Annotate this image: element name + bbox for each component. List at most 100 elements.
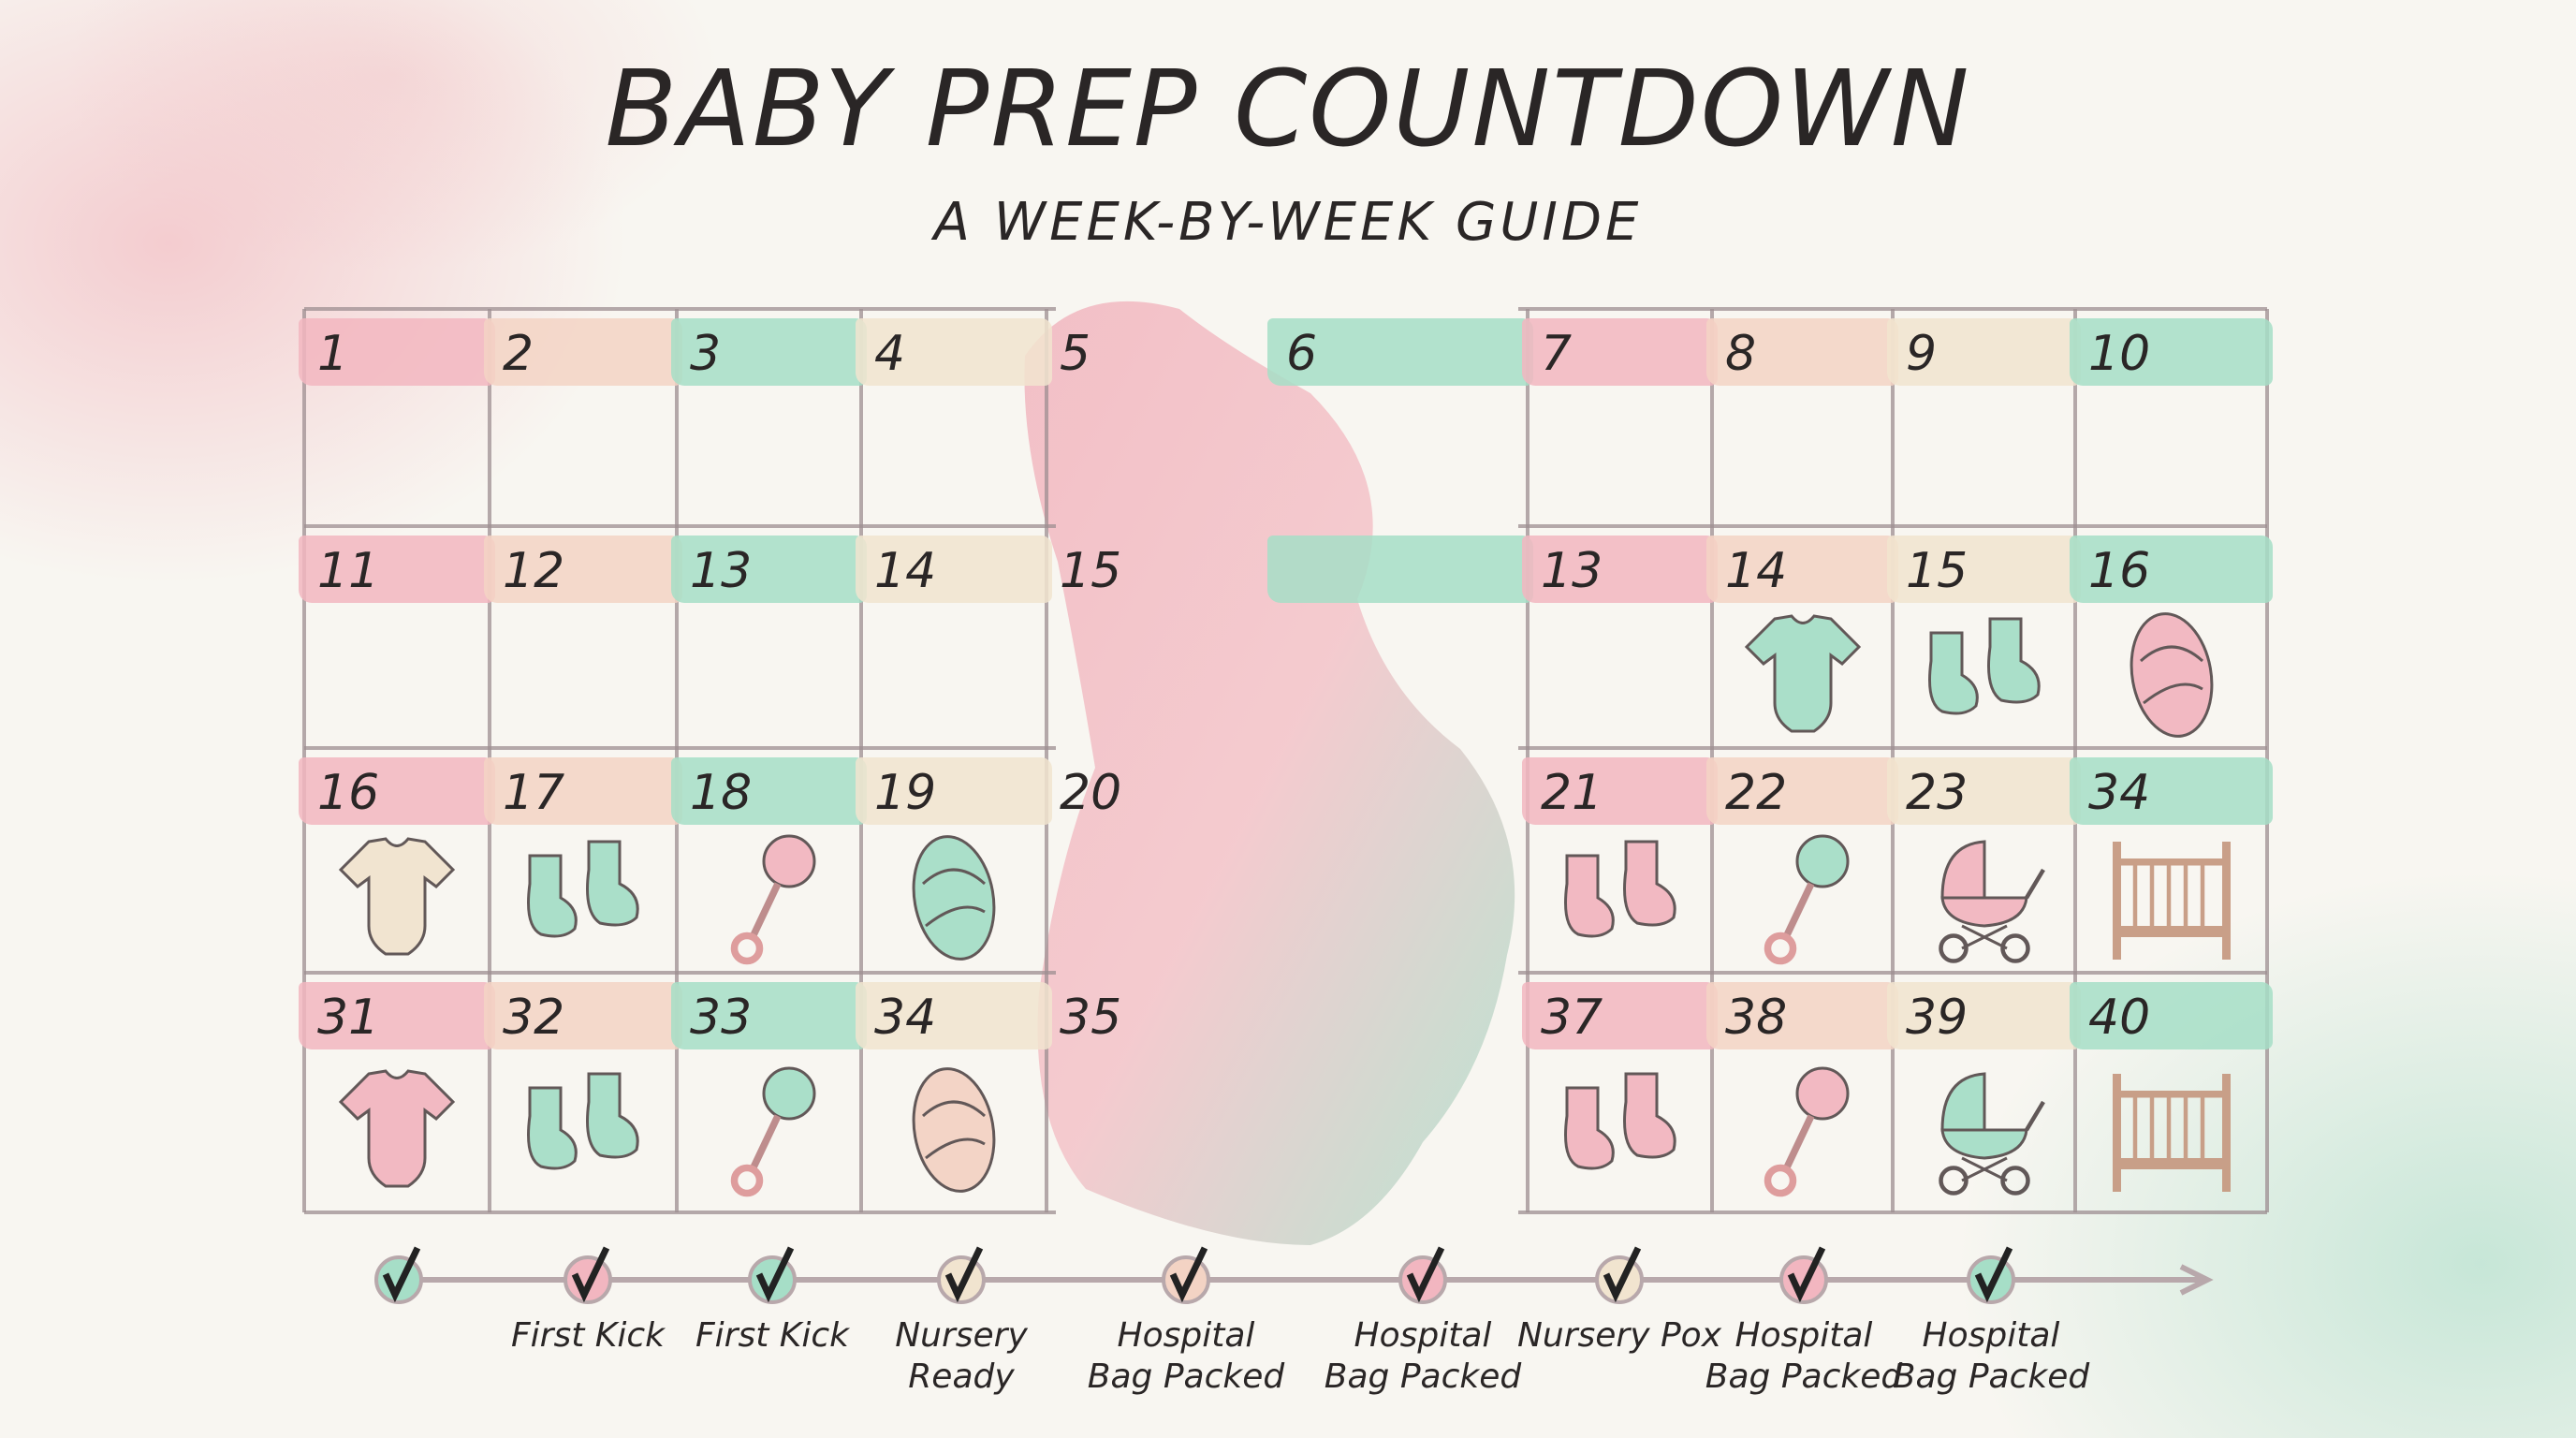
week-number: 33: [690, 990, 753, 1046]
week-cell: 39: [1887, 973, 2081, 1212]
milestone-label: Hospital Bag Packed: [1087, 1316, 1285, 1396]
week-cell: [1267, 526, 1533, 748]
milestone-marker: [374, 1246, 423, 1304]
week-header-band: [1887, 536, 2081, 603]
week-cell: 9: [1887, 309, 2081, 526]
week-header-band: [484, 318, 682, 386]
week-cell: 32: [484, 973, 682, 1212]
week-cell: 8: [1706, 309, 1898, 526]
week-header-band: [299, 982, 495, 1049]
week-cell: 16: [2070, 526, 2273, 748]
week-header-band: [1267, 536, 1533, 603]
week-header-band: [1706, 318, 1898, 386]
week-cell: 11: [299, 526, 495, 748]
week-header-band: [299, 318, 495, 386]
week-number: 34: [2088, 765, 2151, 821]
week-cell: 37: [1522, 973, 1718, 1212]
week-number: 11: [317, 543, 380, 599]
milestone-marker: [1779, 1246, 1828, 1304]
milestone-marker: [564, 1246, 612, 1304]
week-header-band: [2070, 536, 2273, 603]
week-header-band: [1887, 757, 2081, 825]
checkmark-icon: [1974, 1246, 2013, 1303]
week-number: 19: [874, 765, 937, 821]
page-title: BABY PREP COUNTDOWN: [605, 49, 1971, 170]
checkmark-icon: [1603, 1246, 1642, 1303]
week-number: 13: [1541, 543, 1603, 599]
week-cell: 12: [484, 526, 682, 748]
week-header-band: [484, 757, 682, 825]
week-header-band: [671, 982, 867, 1049]
week-cell: 6: [1267, 309, 1533, 526]
milestone-marker: [1967, 1246, 2015, 1304]
checkmark-icon: [755, 1246, 795, 1303]
checkmark-icon: [944, 1246, 984, 1303]
week-number: 3: [690, 326, 722, 382]
week-header-band: [1706, 982, 1898, 1049]
week-cell: 2: [484, 309, 682, 526]
week-cell: 4: [856, 309, 1052, 526]
week-header-band: [856, 318, 1052, 386]
week-number: 32: [503, 990, 565, 1046]
week-cell: 35: [1046, 973, 1273, 1212]
week-header-band: [1706, 536, 1898, 603]
week-header-band: [856, 536, 1052, 603]
week-header-band: [856, 757, 1052, 825]
milestone-label: Hospital Bag Packed: [1324, 1316, 1522, 1396]
timeline-arrow: [378, 1264, 2214, 1296]
week-cell: 14: [856, 526, 1052, 748]
checkmark-icon: [571, 1246, 610, 1303]
week-number: 34: [874, 990, 937, 1046]
milestone-marker: [937, 1246, 986, 1304]
week-cell: 22: [1706, 748, 1898, 973]
week-cell: 23: [1887, 748, 2081, 973]
week-header-band: [2070, 982, 2273, 1049]
week-header-band: [484, 982, 682, 1049]
week-number: 31: [317, 990, 380, 1046]
week-cell: 18: [671, 748, 867, 973]
week-number: 5: [1060, 326, 1091, 382]
week-header-band: [671, 536, 867, 603]
week-header-band: [484, 536, 682, 603]
week-cell: 40: [2070, 973, 2273, 1212]
milestone-label: Nursery Ready: [895, 1316, 1028, 1396]
week-number: 35: [1060, 990, 1122, 1046]
milestone-marker: [748, 1246, 797, 1304]
week-cell: 31: [299, 973, 495, 1212]
week-number: 18: [690, 765, 753, 821]
week-number: 16: [317, 765, 380, 821]
week-number: 22: [1725, 765, 1788, 821]
week-number: 38: [1725, 990, 1788, 1046]
week-cell: 13: [671, 526, 867, 748]
week-header-band: [1887, 982, 2081, 1049]
week-number: 8: [1725, 326, 1757, 382]
week-cell: 19: [856, 748, 1052, 973]
week-header-band: [299, 536, 495, 603]
milestone-marker: [1398, 1246, 1447, 1304]
week-number: 6: [1286, 326, 1318, 382]
milestone-label: First Kick: [695, 1316, 850, 1355]
week-header-band: [1522, 982, 1718, 1049]
week-header-band: [1522, 536, 1718, 603]
week-number: 40: [2088, 990, 2151, 1046]
week-header-band: [856, 982, 1052, 1049]
week-number: 37: [1541, 990, 1603, 1046]
week-cell: 15: [1887, 526, 2081, 748]
week-header-band: [1887, 318, 2081, 386]
week-number: 14: [1725, 543, 1788, 599]
week-number: 1: [317, 326, 349, 382]
week-cell: 3: [671, 309, 867, 526]
week-number: 15: [1906, 543, 1969, 599]
week-cell: 17: [484, 748, 682, 973]
week-cell: 34: [856, 973, 1052, 1212]
week-number: 39: [1906, 990, 1969, 1046]
milestone-label: Nursery Pox: [1516, 1316, 1722, 1355]
week-cell: 21: [1522, 748, 1718, 973]
week-cell: 16: [299, 748, 495, 973]
week-cell: 5: [1046, 309, 1273, 526]
week-header-band: [671, 318, 867, 386]
week-header-band: [2070, 318, 2273, 386]
week-number: 13: [690, 543, 753, 599]
